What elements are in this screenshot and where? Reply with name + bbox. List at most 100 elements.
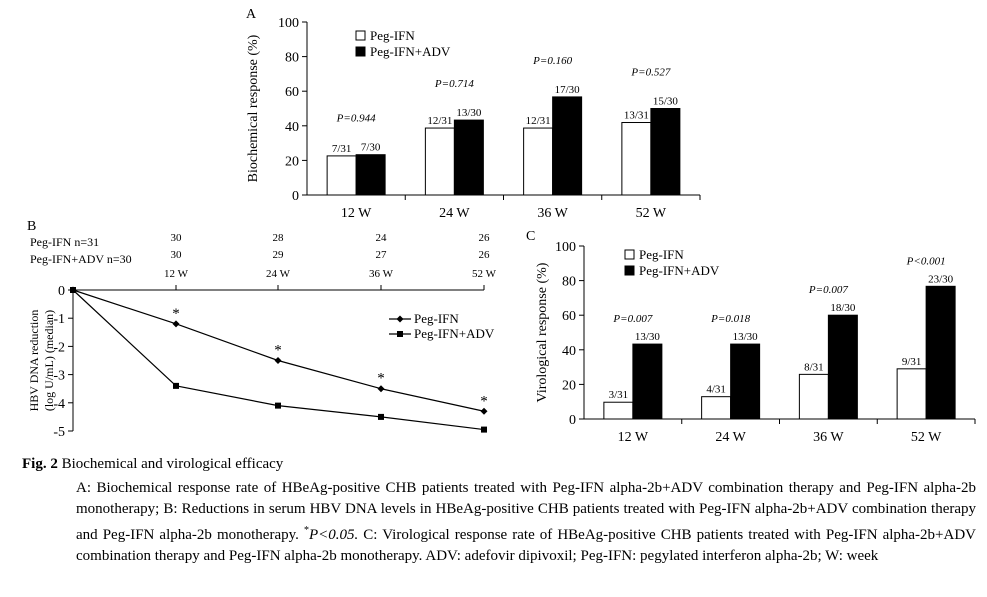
y-axis-label: HBV DNA reduction [27, 310, 41, 412]
bar-data-label: 7/31 [332, 143, 352, 155]
y-tick-label: 40 [562, 344, 576, 359]
x-tick-label: 52 W [911, 430, 942, 445]
p-value-label: P=0.018 [710, 313, 750, 325]
p-value-label: P=0.944 [336, 113, 376, 125]
caption-sig-text: P<0.05. [308, 527, 359, 543]
figure-canvas: A 0 20 40 60 80 100 Biochemical response (%) 12 … [27, 7, 976, 445]
y-tick-label: 80 [285, 51, 299, 66]
y-tick-label: 0 [569, 413, 576, 428]
bar-peg-ifn [621, 122, 652, 196]
bar-peg-ifn-adv [355, 154, 386, 196]
bar-peg-ifn [523, 127, 554, 196]
n-table-value: 26 [479, 232, 491, 244]
data-point-diamond [172, 320, 180, 328]
n-table-row-label: Peg-IFN+ADV n=30 [30, 252, 132, 266]
bar-peg-ifn-adv [925, 285, 956, 420]
caption-title-text: Biochemical and virological efficacy [61, 456, 284, 472]
legend-swatch [624, 249, 635, 260]
n-table-time: 52 W [472, 268, 497, 280]
n-table-value: 24 [376, 232, 388, 244]
p-value-label: P<0.001 [906, 255, 946, 267]
y-axis-label-2: (log U/mL) (median) [42, 310, 56, 411]
y-tick-label: 60 [562, 309, 576, 324]
n-table-time: 24 W [266, 268, 291, 280]
significance-star: * [274, 343, 282, 359]
y-tick-label: 0 [292, 189, 299, 204]
x-tick-label: 24 W [439, 206, 470, 221]
bar-peg-ifn-adv [827, 314, 858, 420]
y-tick-label: -1 [53, 312, 65, 327]
panel-letter: A [246, 7, 257, 22]
bar-peg-ifn [424, 127, 455, 196]
legend-entry: Peg-IFN+ADV [414, 326, 495, 341]
legend-entry: Peg-IFN [370, 28, 415, 43]
bar-peg-ifn-adv [552, 96, 583, 196]
x-tick-label: 12 W [618, 430, 649, 445]
data-point-diamond [480, 407, 488, 415]
x-tick-label: 36 W [537, 206, 568, 221]
legend-entry: Peg-IFN [414, 311, 459, 326]
caption-title: Fig. 2 Biochemical and virological effic… [22, 456, 283, 473]
bar-data-label: 3/31 [609, 389, 629, 401]
x-tick-label: 52 W [636, 206, 667, 221]
y-tick-label: 100 [555, 240, 576, 255]
bar-peg-ifn-adv [453, 119, 484, 196]
significance-star: * [377, 371, 385, 387]
y-axis-label: Biochemical response (%) [246, 34, 261, 182]
p-value-label: P=0.714 [434, 78, 474, 90]
data-point-square [275, 402, 281, 409]
n-table-time: 36 W [369, 268, 394, 280]
bar-data-label: 7/30 [361, 142, 381, 154]
n-table-value: 30 [171, 232, 183, 244]
n-table-value: 26 [479, 249, 491, 261]
n-table-value: 27 [376, 249, 388, 261]
y-tick-label: 0 [58, 284, 65, 299]
legend-marker-diamond [396, 315, 404, 323]
legend-entry: Peg-IFN+ADV [370, 44, 451, 59]
bar-data-label: 4/31 [706, 384, 726, 396]
bar-data-label: 13/30 [733, 331, 759, 343]
bar-peg-ifn [896, 368, 927, 420]
bar-data-label: 17/30 [555, 84, 581, 96]
legend-swatch [624, 265, 635, 276]
y-axis-label: Virological response (%) [535, 262, 550, 402]
n-table-value: 30 [171, 249, 183, 261]
y-tick-label: 60 [285, 85, 299, 100]
bar-data-label: 8/31 [804, 361, 824, 373]
data-point-square [173, 382, 179, 389]
significance-star: * [480, 393, 488, 409]
legend-swatch [355, 46, 366, 57]
p-value-label: P=0.007 [612, 313, 652, 325]
bar-data-label: 23/30 [928, 273, 954, 285]
y-tick-label: -2 [53, 340, 65, 355]
bar-data-label: 18/30 [830, 302, 856, 314]
p-value-label: P=0.527 [630, 67, 670, 79]
y-tick-label: 80 [562, 275, 576, 290]
bar-peg-ifn [603, 401, 634, 420]
y-tick-label: 20 [562, 378, 576, 393]
bar-peg-ifn-adv [632, 343, 663, 420]
x-tick-label: 12 W [341, 206, 372, 221]
significance-star: * [172, 306, 180, 322]
p-value-label: P=0.007 [808, 284, 848, 296]
n-table-value: 29 [273, 249, 285, 261]
y-tick-label: -5 [53, 425, 65, 440]
bar-data-label: 13/30 [456, 107, 482, 119]
legend-marker-square [397, 331, 403, 337]
y-tick-label: 20 [285, 154, 299, 169]
bar-data-label: 12/31 [526, 115, 551, 127]
bar-peg-ifn [701, 396, 732, 420]
panel-letter: C [526, 229, 535, 244]
n-table-time: 12 W [164, 268, 189, 280]
data-point-diamond [274, 357, 282, 364]
y-tick-label: 40 [285, 120, 299, 135]
data-point-diamond [377, 385, 385, 393]
panel-letter: B [27, 219, 36, 234]
legend-entry: Peg-IFN+ADV [639, 263, 720, 278]
x-tick-label: 24 W [715, 430, 746, 445]
bar-peg-ifn-adv [650, 108, 681, 196]
caption-body: A: Biochemical response rate of HBeAg-po… [76, 478, 976, 567]
y-tick-label: -4 [53, 397, 65, 412]
bar-data-label: 12/31 [427, 115, 452, 127]
data-point-square [378, 413, 384, 420]
